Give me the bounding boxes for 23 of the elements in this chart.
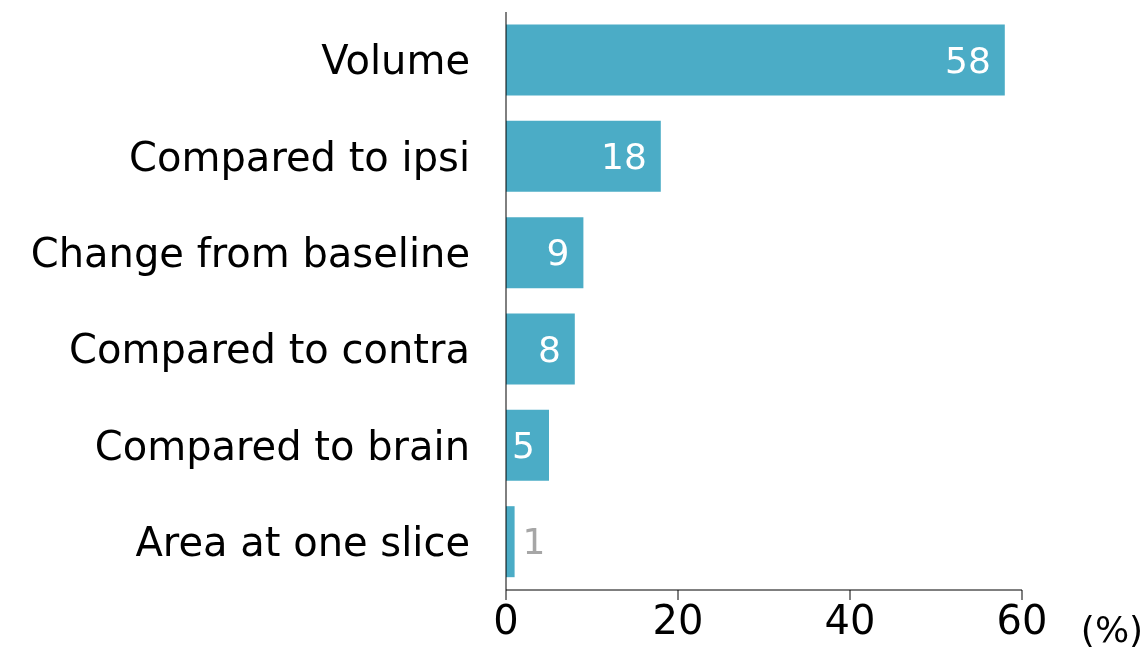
y-tick-label: Compared to brain (94, 422, 470, 469)
y-tick-label: Change from baseline (30, 230, 470, 277)
bar (506, 313, 575, 385)
bar (506, 409, 549, 481)
bar (506, 24, 1005, 96)
x-tick-label: 20 (652, 597, 704, 644)
data-label: 18 (600, 135, 647, 177)
data-label: 58 (944, 39, 991, 81)
x-tick-label: 0 (493, 597, 519, 644)
y-tick-label: Volume (321, 37, 470, 84)
x-axis-title: (%) (1080, 609, 1144, 650)
x-tick-label: 60 (996, 597, 1048, 644)
data-label: 9 (546, 232, 570, 274)
y-tick-label: Compared to contra (69, 326, 470, 373)
x-tick-label: 40 (824, 597, 876, 644)
data-label: 1 (522, 521, 546, 563)
y-tick-label: Area at one slice (135, 519, 470, 566)
bar (506, 120, 661, 192)
bar (506, 217, 584, 289)
data-label: 8 (537, 328, 561, 370)
bar (506, 506, 515, 578)
data-label: 5 (512, 424, 535, 466)
y-tick-label: Compared to ipsi (129, 133, 470, 180)
